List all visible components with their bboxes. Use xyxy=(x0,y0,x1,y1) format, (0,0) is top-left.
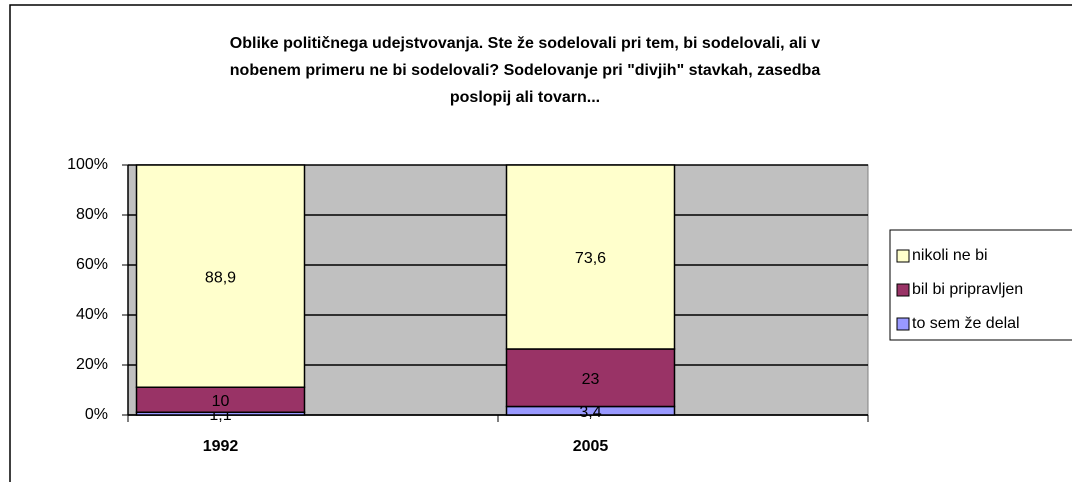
bar-segment xyxy=(135,164,306,388)
legend-swatch xyxy=(896,249,910,263)
bar-segment xyxy=(505,164,676,350)
x-tick-label: 2005 xyxy=(573,438,609,455)
y-tick-label: 80% xyxy=(76,206,108,223)
data-label: 88,9 xyxy=(205,269,236,286)
legend-label: nikoli ne bi xyxy=(912,247,988,264)
bar-segment xyxy=(505,348,676,408)
y-tick-label: 40% xyxy=(76,306,108,323)
legend-swatch xyxy=(896,317,910,331)
legend-label: to sem že delal xyxy=(912,315,1020,332)
y-tick-label: 100% xyxy=(67,156,108,173)
x-tick-label: 1992 xyxy=(203,438,239,455)
data-label: 3,4 xyxy=(579,404,601,421)
data-label: 10 xyxy=(212,393,230,410)
legend-box xyxy=(889,229,1072,341)
y-tick-label: 20% xyxy=(76,356,108,373)
chart-title: nobenem primeru ne bi sodelovali? Sodelo… xyxy=(230,62,821,79)
legend-swatch xyxy=(896,283,910,297)
y-tick-label: 0% xyxy=(85,406,108,423)
y-tick-label: 60% xyxy=(76,256,108,273)
legend-label: bil bi pripravljen xyxy=(912,281,1023,298)
chart-title: poslopij ali tovarn... xyxy=(450,89,600,106)
data-label: 23 xyxy=(582,371,600,388)
bar-segment xyxy=(135,386,306,413)
data-label: 73,6 xyxy=(575,250,606,267)
chart-title: Oblike političnega udejstvovanja. Ste že… xyxy=(230,35,821,52)
